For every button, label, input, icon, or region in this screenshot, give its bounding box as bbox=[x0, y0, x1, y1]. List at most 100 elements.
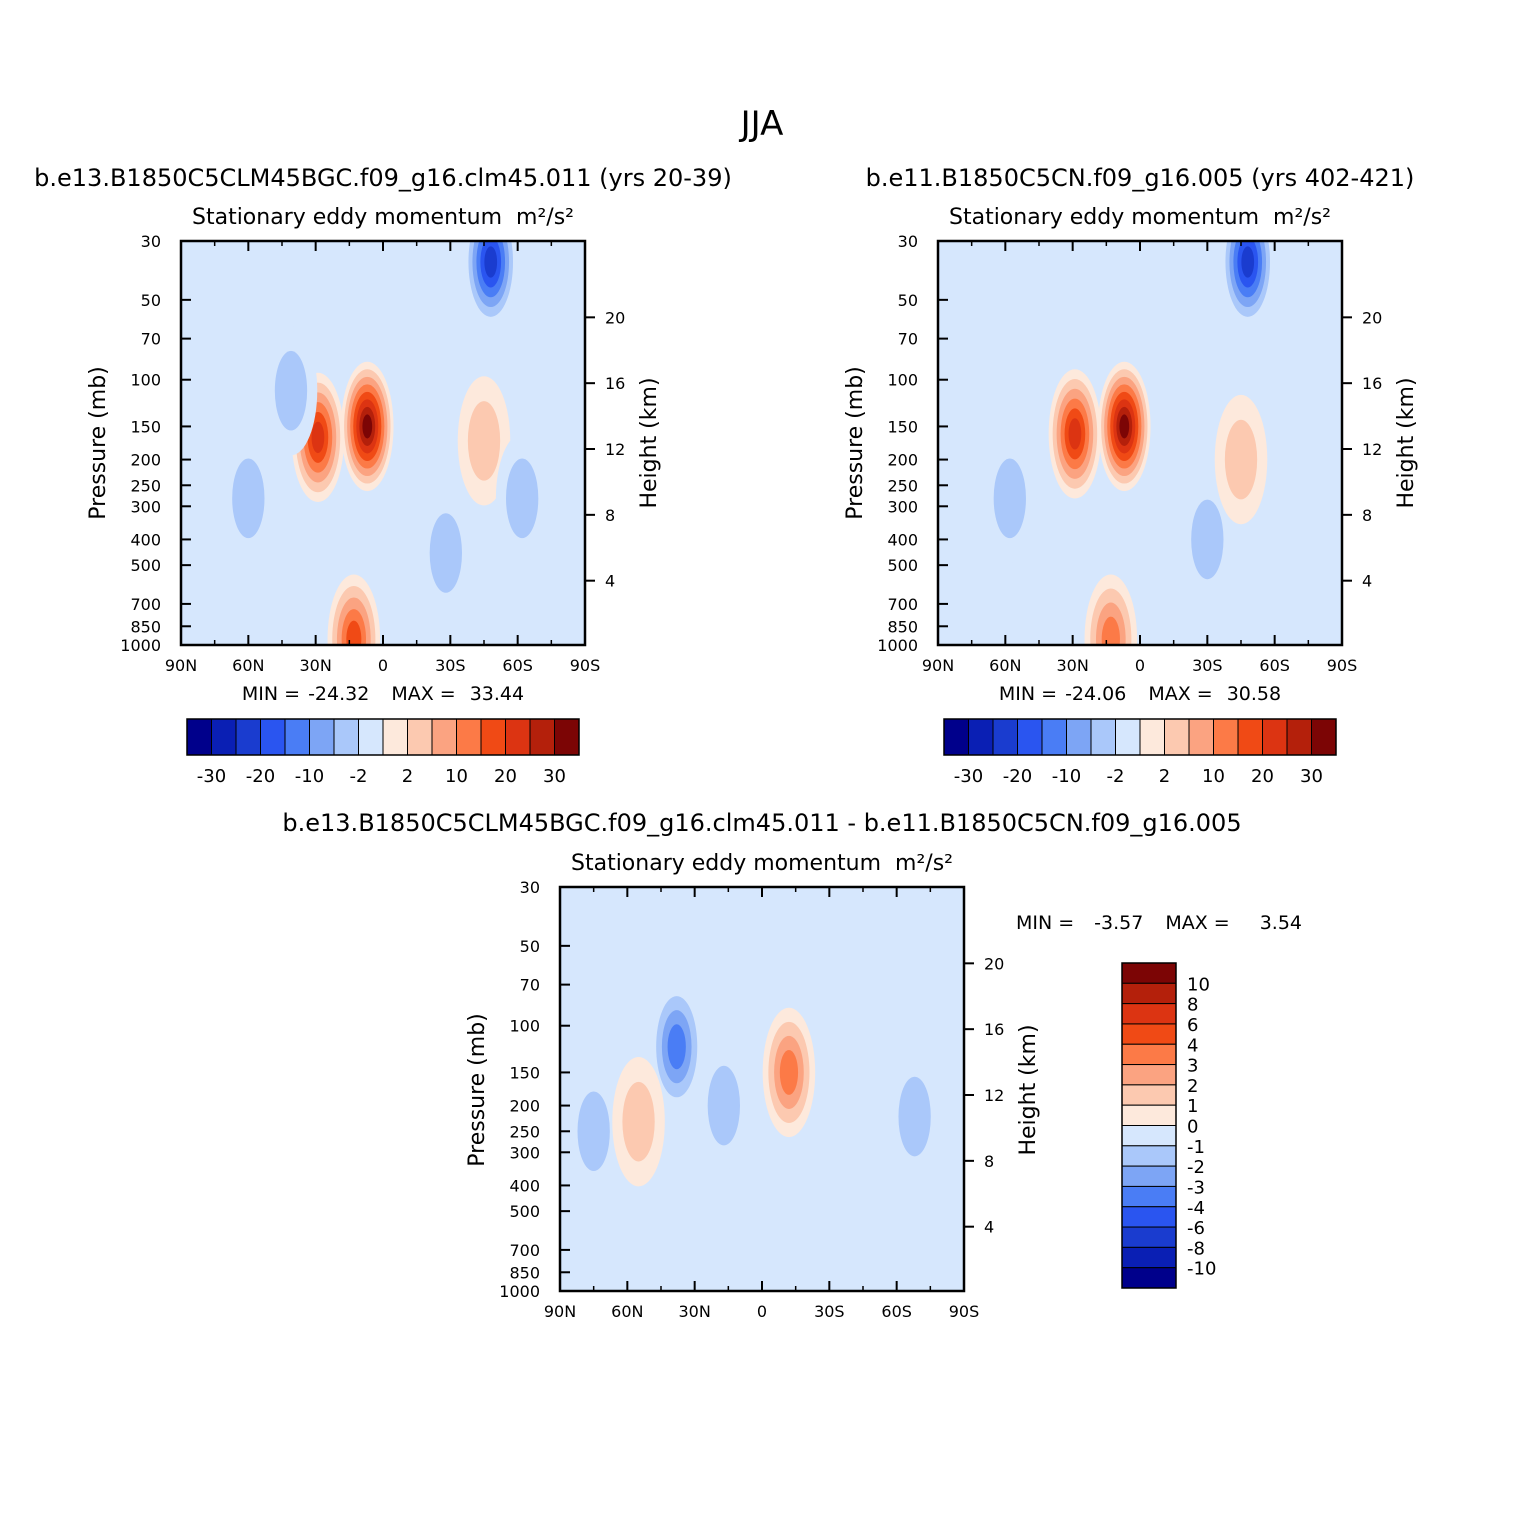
y-tick-label: 400 bbox=[130, 530, 161, 549]
x-tick-label: 60S bbox=[881, 1302, 912, 1321]
y-tick-label: 100 bbox=[509, 1017, 540, 1036]
y-tick-label: 100 bbox=[130, 371, 161, 390]
y-tick-label: 850 bbox=[887, 617, 918, 636]
x-tick-label: 60S bbox=[1259, 656, 1290, 675]
max-value: 3.54 bbox=[1260, 912, 1302, 934]
y-axis-label-right: Height (km) bbox=[1016, 1024, 1041, 1155]
x-tick-label: 0 bbox=[378, 656, 388, 675]
contour-level bbox=[1224, 419, 1258, 500]
x-tick-label: 30N bbox=[1057, 656, 1089, 675]
contour-level bbox=[707, 1065, 741, 1146]
y-tick-label: 700 bbox=[509, 1241, 540, 1260]
y-tick-label: 100 bbox=[887, 371, 918, 390]
case-title: b.e13.B1850C5CLM45BGC.f09_g16.clm45.011 … bbox=[34, 164, 732, 192]
colorbar-box bbox=[186, 718, 212, 756]
y-tick-label: 850 bbox=[509, 1263, 540, 1282]
colorbar-frame bbox=[943, 718, 1337, 756]
y-tick-label: 200 bbox=[509, 1097, 540, 1116]
min-label: MIN = bbox=[1016, 912, 1074, 934]
contour-field bbox=[938, 241, 1342, 645]
colorbar-box bbox=[1121, 1246, 1177, 1269]
min-value: -24.06 bbox=[1065, 683, 1126, 705]
y-tick-label: 1000 bbox=[120, 636, 161, 655]
colorbar-box bbox=[480, 718, 506, 756]
contour-level bbox=[467, 401, 501, 481]
panel-subtitle: Stationary eddy momentum m²/s² bbox=[192, 205, 574, 230]
y-tick-label-right: 8 bbox=[1362, 506, 1372, 525]
y-tick-label: 400 bbox=[509, 1176, 540, 1195]
contour-level bbox=[1101, 616, 1120, 645]
colorbar-box bbox=[407, 718, 433, 756]
contour-level bbox=[232, 458, 265, 539]
colorbar-label: -20 bbox=[246, 766, 275, 787]
contour-level bbox=[779, 1049, 799, 1095]
x-tick-label: 30S bbox=[814, 1302, 845, 1321]
min-value: -3.57 bbox=[1094, 912, 1143, 934]
max-label: MAX = bbox=[1165, 912, 1229, 934]
colorbar-box bbox=[382, 718, 408, 756]
colorbar-label: -10 bbox=[1187, 1259, 1216, 1280]
colorbar-label: 4 bbox=[1187, 1035, 1198, 1056]
y-tick-label-right: 4 bbox=[984, 1218, 994, 1237]
y-tick-label: 500 bbox=[887, 556, 918, 575]
contour-level bbox=[1119, 414, 1130, 439]
colorbar-label: 6 bbox=[1187, 1015, 1198, 1036]
colorbar-box bbox=[1121, 1043, 1177, 1066]
y-tick-label: 500 bbox=[509, 1202, 540, 1221]
units-text: m²/s² bbox=[1273, 205, 1331, 230]
colorbar-box bbox=[1188, 718, 1214, 756]
colorbar-box bbox=[235, 718, 261, 756]
contour-level bbox=[362, 414, 373, 439]
max-value: 33.44 bbox=[470, 683, 524, 705]
x-tick-label: 30N bbox=[679, 1302, 711, 1321]
x-tick-label: 60N bbox=[989, 656, 1021, 675]
colorbar-label: -1 bbox=[1187, 1137, 1205, 1158]
colorbar-box bbox=[1311, 718, 1337, 756]
y-tick-label: 150 bbox=[887, 417, 918, 436]
y-tick-label-right: 4 bbox=[605, 572, 615, 591]
y-axis-label: Pressure (mb) bbox=[86, 366, 111, 520]
colorbar-label: 0 bbox=[1187, 1117, 1198, 1138]
contour-level bbox=[429, 513, 463, 593]
colorbar-box bbox=[943, 718, 969, 756]
y-axis-label: Pressure (mb) bbox=[465, 1013, 490, 1167]
colorbar-box bbox=[1121, 1104, 1177, 1126]
colorbar-box bbox=[1121, 1003, 1177, 1025]
y-tick-label: 300 bbox=[130, 497, 161, 516]
colorbar-label: -8 bbox=[1187, 1238, 1205, 1259]
y-tick-label-right: 12 bbox=[984, 1086, 1004, 1105]
plot-area: 90N 60N 30N 0 30S 60S 90S 30 50 70 100 150 200 250 300… bbox=[877, 232, 1382, 675]
x-tick-label: 60N bbox=[611, 1302, 643, 1321]
colorbar-box bbox=[1139, 718, 1165, 756]
colorbar-box bbox=[1121, 1267, 1177, 1289]
y-tick-label: 200 bbox=[887, 451, 918, 470]
contour-level bbox=[1241, 246, 1255, 278]
colorbar-label: -10 bbox=[1052, 766, 1081, 787]
colorbar-frame bbox=[1121, 962, 1177, 1289]
colorbar-label: -4 bbox=[1187, 1198, 1205, 1219]
colorbar-box bbox=[309, 718, 335, 756]
panel-diff: b.e13.B1850C5CLM45BGC.f09_g16.clm45.011 … bbox=[282, 809, 1302, 1321]
subtitle-text: Stationary eddy momentum bbox=[571, 851, 881, 876]
colorbar-label: -2 bbox=[350, 766, 368, 787]
y-tick-label: 30 bbox=[141, 232, 161, 251]
y-tick-label-right: 20 bbox=[605, 308, 625, 327]
colorbar-label: 30 bbox=[1300, 766, 1323, 787]
colorbar-box bbox=[992, 718, 1018, 756]
max-label: MAX = bbox=[391, 683, 455, 705]
min-max-readout: MIN = -3.57 MAX = 3.54 bbox=[1016, 912, 1302, 934]
x-tick-label: 30N bbox=[300, 656, 332, 675]
colorbar-box bbox=[529, 718, 555, 756]
y-tick-label: 70 bbox=[898, 330, 918, 349]
y-tick-label: 150 bbox=[130, 417, 161, 436]
colorbar-box bbox=[1237, 718, 1263, 756]
colorbar-box bbox=[554, 718, 580, 756]
min-label: MIN = bbox=[242, 683, 300, 705]
colorbar-box bbox=[1121, 1064, 1177, 1086]
y-tick-label-right: 16 bbox=[605, 374, 625, 393]
colorbar-label: 10 bbox=[1187, 974, 1210, 995]
y-axis-label-right: Height (km) bbox=[1394, 377, 1419, 508]
colorbar-box bbox=[1121, 1226, 1177, 1248]
